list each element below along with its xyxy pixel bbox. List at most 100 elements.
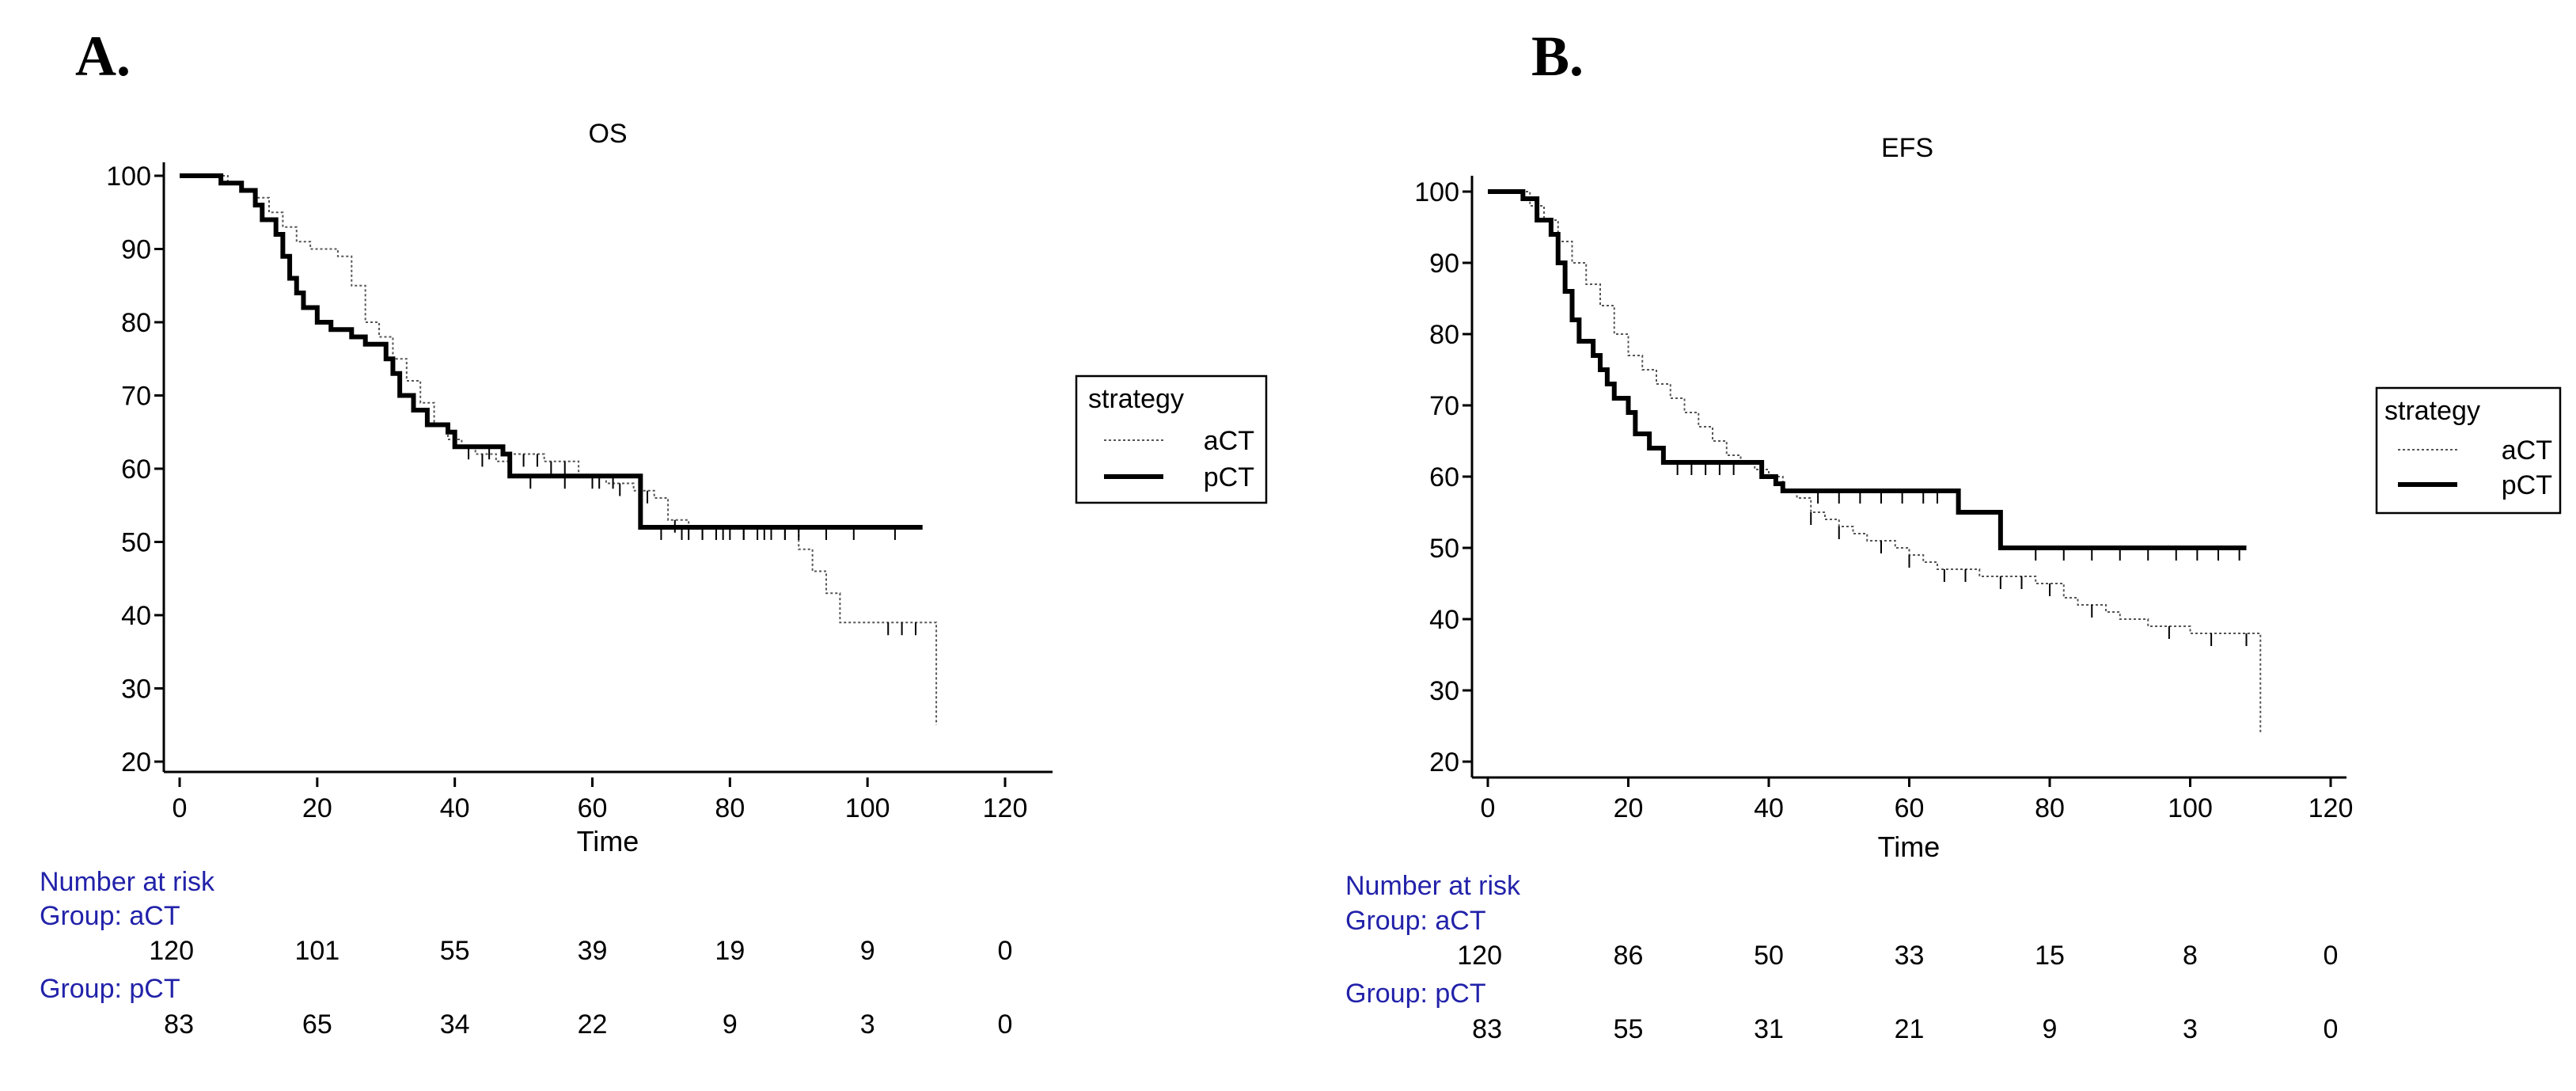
y-tick-label: 50 xyxy=(1429,534,1459,564)
legend-box xyxy=(1075,374,1268,504)
survival-curves xyxy=(1488,189,2262,733)
risk-count: 8 xyxy=(2183,941,2198,971)
y-tick-label: 90 xyxy=(1429,249,1459,279)
risk-count: 120 xyxy=(1457,941,1502,971)
risk-count: 19 xyxy=(715,936,745,966)
km-curve-pct xyxy=(180,173,923,530)
x-tick-label: 40 xyxy=(440,793,470,823)
risk-count: 55 xyxy=(1614,1014,1644,1044)
y-axis-ticks: 20 30 40 50 60 70 80 90 100 xyxy=(1414,177,1472,777)
y-tick-label: 40 xyxy=(1429,605,1459,635)
risk-table-heading: Number at risk xyxy=(40,867,215,897)
risk-group-pct-label: Group: pCT xyxy=(1345,979,1486,1009)
risk-count: 22 xyxy=(578,1009,608,1040)
risk-group-pct-label: Group: pCT xyxy=(40,974,180,1004)
x-tick-label: 80 xyxy=(715,793,745,823)
x-tick-label: 0 xyxy=(173,793,188,823)
risk-group-act-label: Group: aCT xyxy=(1345,906,1486,936)
risk-count: 31 xyxy=(1754,1014,1784,1044)
risk-count: 3 xyxy=(2183,1014,2198,1044)
legend-entry-act: aCT xyxy=(2502,435,2552,466)
survival-curves xyxy=(180,173,938,725)
km-curve-pct xyxy=(1488,189,2247,550)
y-tick-label: 50 xyxy=(121,528,151,558)
y-tick-label: 90 xyxy=(121,235,151,265)
x-axis-ticks: 0 20 40 60 80 100 120 xyxy=(1481,777,2354,823)
risk-count: 55 xyxy=(440,936,470,966)
x-tick-label: 120 xyxy=(2309,793,2354,823)
axes xyxy=(1470,176,2346,779)
risk-count: 3 xyxy=(860,1009,875,1040)
y-tick-label: 80 xyxy=(121,308,151,338)
x-tick-label: 100 xyxy=(845,793,890,823)
panel-label: B. xyxy=(1531,25,1584,88)
risk-count: 9 xyxy=(2043,1014,2058,1044)
x-tick-label: 80 xyxy=(2035,793,2065,823)
risk-count: 101 xyxy=(294,936,340,966)
risk-count: 83 xyxy=(1472,1014,1502,1044)
risk-row-act: 120 101 55 39 19 9 0 xyxy=(149,936,1012,966)
risk-row-act: 120 86 50 33 15 8 0 xyxy=(1457,941,2338,971)
x-tick-label: 60 xyxy=(1895,793,1925,823)
risk-count: 21 xyxy=(1895,1014,1925,1044)
x-tick-label: 100 xyxy=(2168,793,2213,823)
number-at-risk-table: Number at risk Group: aCT 120 86 50 33 15 8 0 … xyxy=(1345,871,2338,1044)
axes xyxy=(162,162,1053,774)
number-at-risk-table: Number at risk Group: aCT 120 101 55 39 19 9 0… xyxy=(40,867,1012,1040)
legend-entry-pct: pCT xyxy=(2502,470,2552,500)
risk-count: 120 xyxy=(149,936,194,966)
y-tick-label: 40 xyxy=(121,601,151,631)
risk-count: 0 xyxy=(2324,941,2339,971)
y-tick-label: 70 xyxy=(121,382,151,412)
risk-count: 39 xyxy=(578,936,608,966)
x-tick-label: 20 xyxy=(302,793,332,823)
x-tick-label: 40 xyxy=(1754,793,1784,823)
x-tick-label: 20 xyxy=(1614,793,1644,823)
y-tick-label: 70 xyxy=(1429,391,1459,421)
risk-row-pct: 83 55 31 21 9 3 0 xyxy=(1472,1014,2338,1044)
panel-label: A. xyxy=(75,25,131,88)
y-tick-label: 30 xyxy=(1429,676,1459,706)
risk-group-act-label: Group: aCT xyxy=(40,901,180,931)
legend-box xyxy=(2375,386,2562,515)
x-tick-label: 120 xyxy=(983,793,1028,823)
x-axis-ticks: 0 20 40 60 80 100 120 xyxy=(173,777,1028,823)
x-axis-title: Time xyxy=(577,825,639,857)
y-tick-label: 60 xyxy=(1429,462,1459,492)
risk-count: 9 xyxy=(723,1009,738,1040)
y-tick-label: 20 xyxy=(121,747,151,777)
risk-row-pct: 83 65 34 22 9 3 0 xyxy=(164,1009,1012,1040)
y-tick-label: 100 xyxy=(1414,177,1459,207)
risk-count: 9 xyxy=(860,936,875,966)
legend-entry-pct: pCT xyxy=(1204,462,1254,492)
legend: strategy aCT pCT xyxy=(1075,374,1268,504)
chart-title: EFS xyxy=(1881,133,1933,163)
risk-count: 0 xyxy=(998,1009,1013,1040)
legend-title: strategy xyxy=(2384,396,2480,426)
y-tick-label: 100 xyxy=(106,162,151,192)
km-curve-act xyxy=(180,175,938,725)
y-tick-label: 80 xyxy=(1429,320,1459,350)
risk-count: 0 xyxy=(998,936,1013,966)
y-tick-label: 30 xyxy=(121,675,151,705)
legend: strategy aCT pCT xyxy=(2375,386,2562,515)
chart-title: OS xyxy=(588,119,627,149)
risk-table-heading: Number at risk xyxy=(1345,871,1521,901)
y-axis-ticks: 20 30 40 50 60 70 80 90 100 xyxy=(106,162,164,777)
km-curve-act xyxy=(1488,191,2262,733)
risk-count: 34 xyxy=(440,1009,470,1040)
risk-count: 0 xyxy=(2324,1014,2339,1044)
risk-count: 83 xyxy=(164,1009,194,1040)
x-tick-label: 60 xyxy=(578,793,608,823)
legend-entry-act: aCT xyxy=(1204,426,1254,456)
risk-count: 86 xyxy=(1614,941,1644,971)
risk-count: 65 xyxy=(302,1009,332,1040)
x-axis-title: Time xyxy=(1878,831,1941,863)
risk-count: 50 xyxy=(1754,941,1784,971)
y-tick-label: 60 xyxy=(121,454,151,485)
x-tick-label: 0 xyxy=(1481,793,1496,823)
risk-count: 15 xyxy=(2035,941,2065,971)
